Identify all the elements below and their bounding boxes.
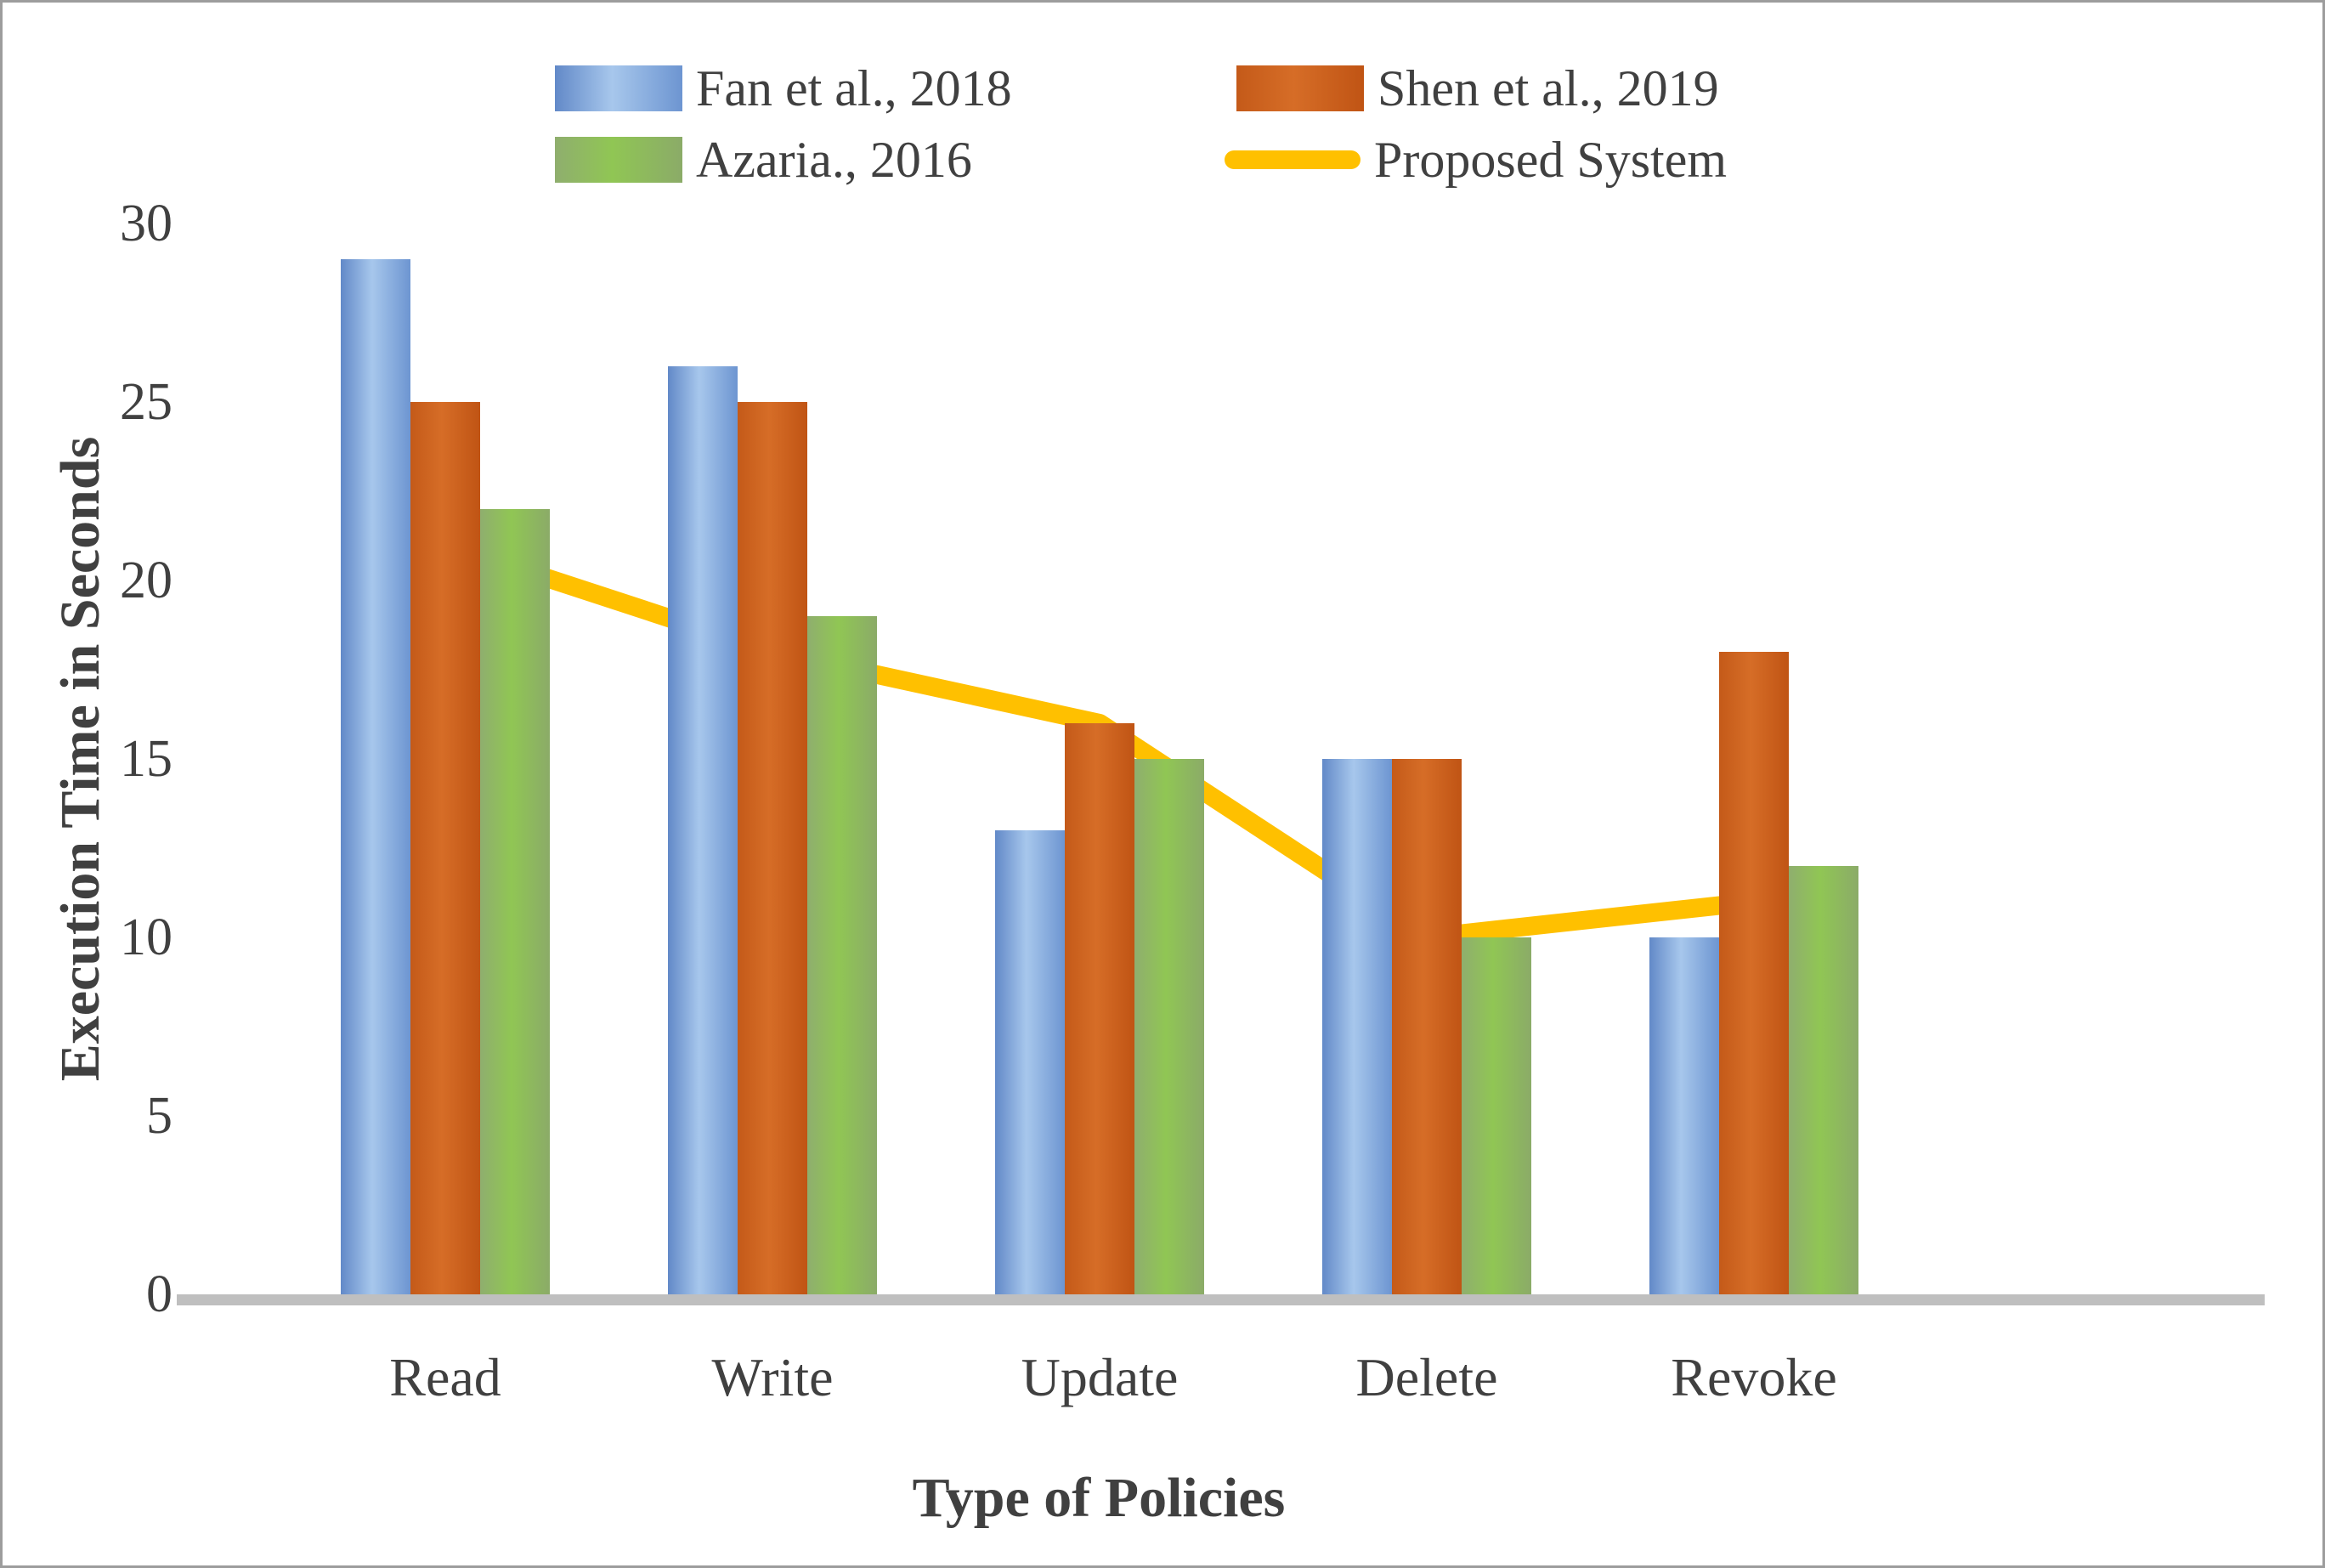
bar-shen-delete	[1392, 759, 1462, 1294]
y-tick-label: 25	[120, 373, 173, 431]
bar-fan-delete	[1322, 759, 1392, 1294]
y-tick-label: 10	[120, 909, 173, 966]
legend-label-proposed: Proposed System	[1374, 132, 1728, 188]
legend-item-fan: Fan et al., 2018	[555, 57, 1012, 120]
bar-shen-write	[738, 402, 807, 1294]
legend-swatch-fan	[555, 65, 682, 111]
bar-azaria-revoke	[1789, 866, 1858, 1294]
x-category-label: Write	[711, 1347, 834, 1407]
bar-azaria-delete	[1462, 937, 1531, 1294]
bar-shen-update	[1065, 723, 1134, 1294]
x-axis-line	[177, 1294, 2265, 1305]
y-tick-label: 5	[146, 1087, 173, 1145]
y-tick-label: 30	[120, 195, 173, 252]
bar-fan-write	[668, 366, 738, 1294]
bar-fan-revoke	[1649, 937, 1719, 1294]
legend-label-shen: Shen et al., 2019	[1377, 60, 1719, 116]
bar-azaria-write	[807, 616, 877, 1294]
bar-azaria-update	[1134, 759, 1204, 1294]
x-category-label: Delete	[1355, 1347, 1498, 1407]
x-axis-title: Type of Policies	[912, 1467, 1286, 1529]
bar-fan-read	[341, 259, 410, 1294]
legend-item-proposed: Proposed System	[1225, 128, 1727, 191]
bar-azaria-read	[480, 509, 550, 1294]
legend-swatch-shen	[1236, 65, 1364, 111]
legend-swatch-azaria	[555, 137, 682, 183]
y-tick-label: 15	[120, 730, 173, 788]
x-category-label: Read	[389, 1347, 501, 1407]
bar-shen-read	[410, 402, 480, 1294]
legend-swatch-proposed	[1225, 150, 1360, 169]
legend-label-fan: Fan et al., 2018	[696, 60, 1012, 116]
y-tick-label: 0	[146, 1265, 173, 1323]
y-tick-label: 20	[120, 552, 173, 609]
x-category-label: Update	[1021, 1347, 1179, 1407]
legend-label-azaria: Azaria., 2016	[696, 132, 972, 188]
bar-shen-revoke	[1719, 652, 1789, 1294]
x-category-label: Revoke	[1671, 1347, 1837, 1407]
bar-fan-update	[995, 830, 1065, 1294]
legend-item-shen: Shen et al., 2019	[1236, 57, 1719, 120]
legend-item-azaria: Azaria., 2016	[555, 128, 972, 191]
